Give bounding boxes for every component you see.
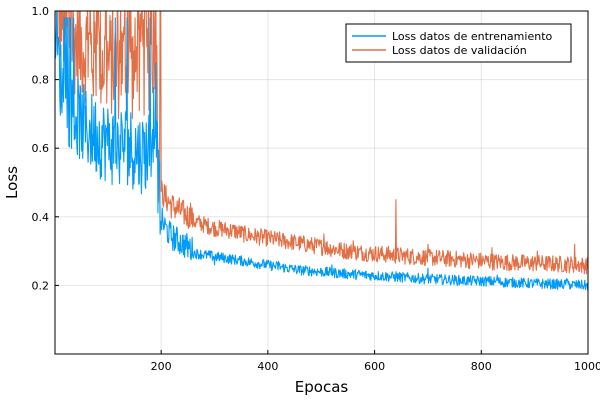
y-axis-label: Loss [3,166,21,199]
x-tick-label: 800 [471,360,492,373]
legend-box [345,23,572,63]
x-axis-label: Epocas [295,378,349,396]
legend-label-training: Loss datos de entrenamiento [392,30,553,43]
x-tick-label: 1000 [574,360,600,373]
plot-frame [54,10,589,355]
legend-label-validation: Loss datos de validación [392,44,527,57]
x-tick-label: 600 [364,360,385,373]
y-tick-label: 0.6 [32,142,50,155]
legend: Loss datos de entrenamiento Loss datos d… [345,23,572,63]
x-tick-label: 400 [257,360,278,373]
y-tick-label: 0.8 [32,74,50,87]
series-layer [55,11,588,291]
y-tick-label: 1.0 [32,5,50,18]
ticks: 200 400 600 800 1000 0.2 0.4 0.6 0.8 1.0 [32,5,600,373]
y-tick-label: 0.4 [32,211,50,224]
y-tick-label: 0.2 [32,279,50,292]
series-line-training [55,11,588,291]
series-line-validation [55,11,588,275]
x-tick-label: 200 [151,360,172,373]
